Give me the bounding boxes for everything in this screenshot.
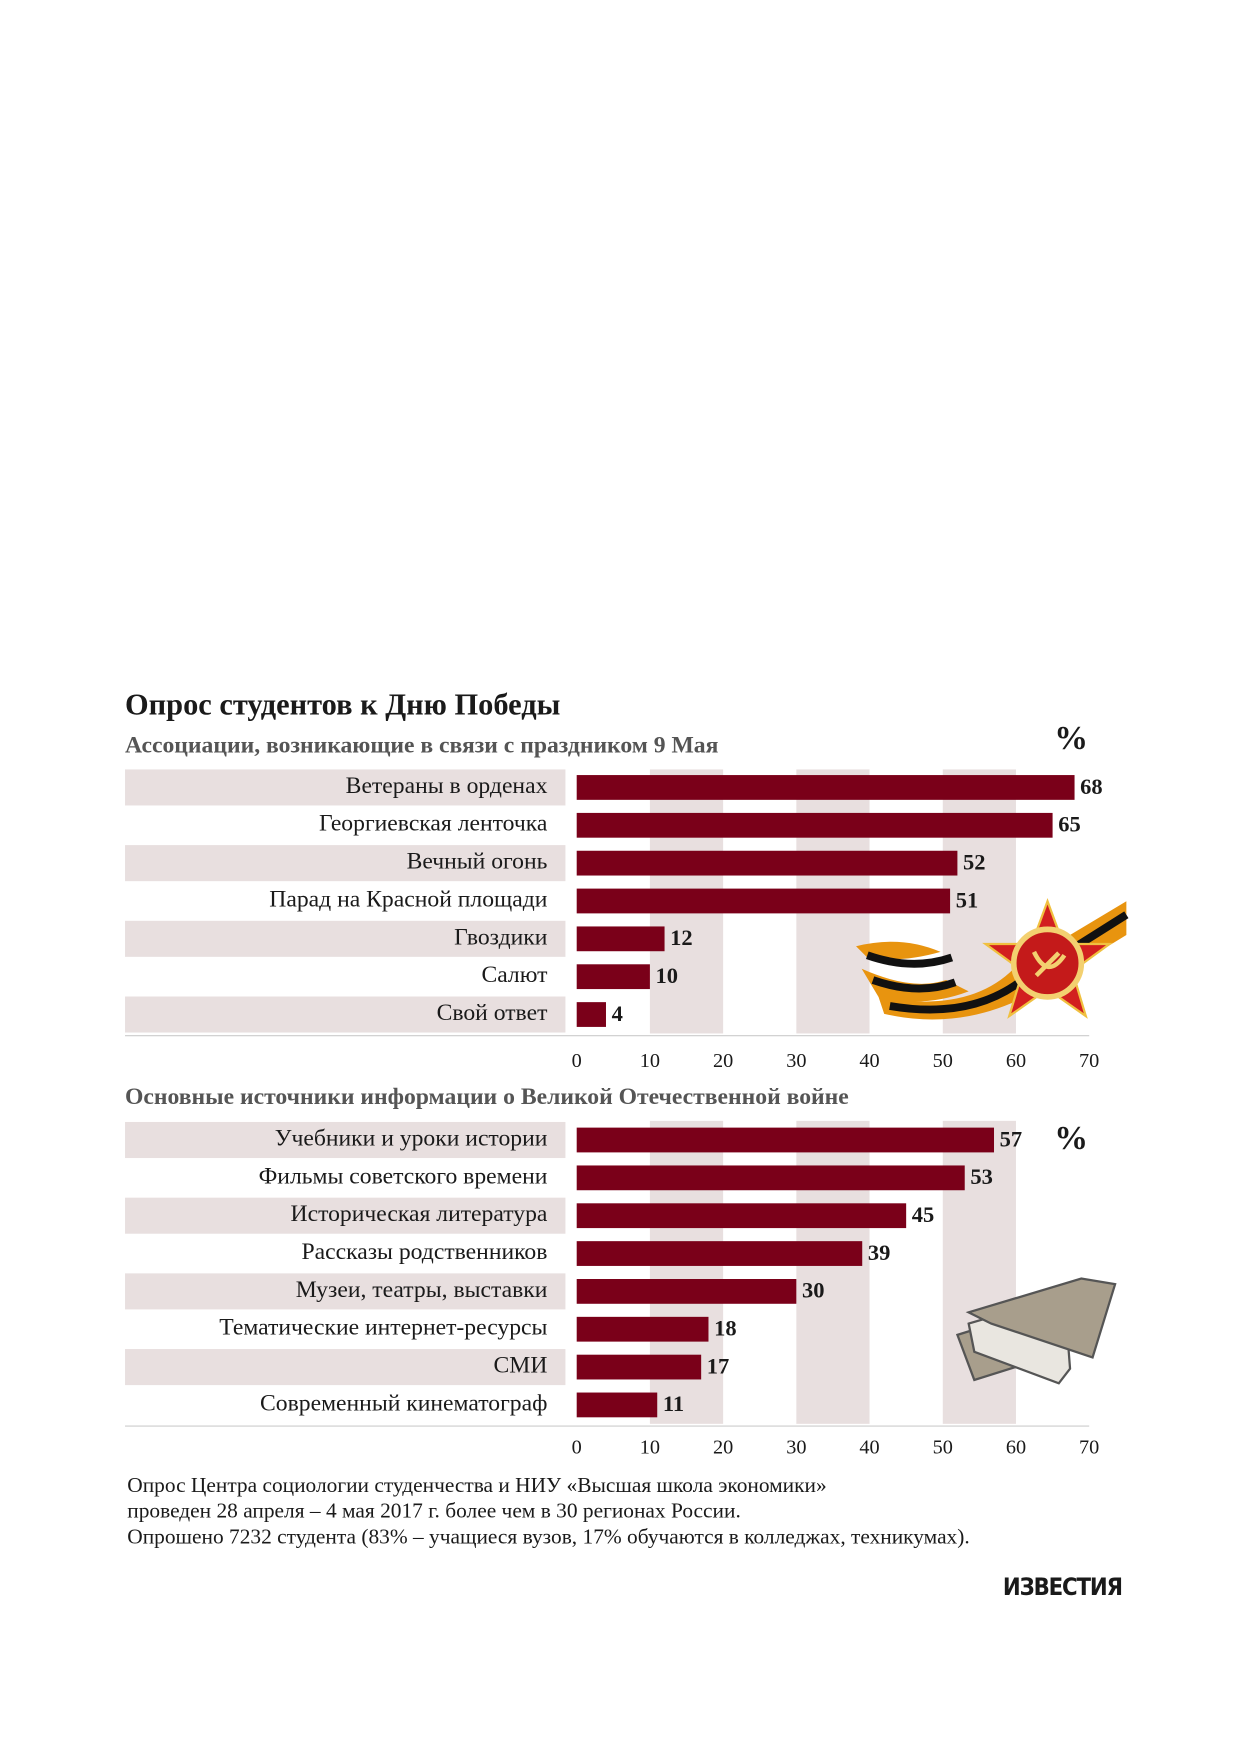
x-tick-label: 50	[933, 1050, 953, 1072]
category-label: Фильмы советского времени	[259, 1163, 548, 1189]
category-label: Гвоздики	[454, 924, 548, 950]
bar	[576, 1241, 863, 1266]
category-label: Ветераны в орденах	[346, 773, 548, 799]
bar	[576, 888, 951, 914]
order-decoration	[856, 897, 1129, 1020]
category-label: СМИ	[494, 1353, 548, 1379]
category-label: Свой ответ	[437, 1000, 548, 1026]
logo: ИЗВЕСТИЯ	[1003, 1573, 1122, 1601]
chart-subtitle: Основные источники информации о Великой …	[125, 1084, 849, 1110]
x-tick-label: 20	[713, 1050, 733, 1072]
x-tick-label: 10	[640, 1050, 660, 1072]
bar	[576, 1002, 606, 1027]
category-label: Салют	[481, 962, 547, 988]
category-label: Парад на Красной площади	[269, 886, 547, 912]
bar	[576, 775, 1075, 800]
unit-label: %	[1054, 1120, 1088, 1157]
unit-label: %	[1054, 720, 1088, 757]
x-tick-label: 30	[786, 1050, 806, 1072]
x-tick-label: 10	[640, 1436, 660, 1458]
value-label: 4	[612, 1001, 623, 1026]
bar	[576, 812, 1053, 838]
row-band	[125, 1273, 566, 1310]
x-tick-label: 40	[859, 1436, 879, 1458]
category-label: Рассказы родственников	[301, 1239, 547, 1265]
category-label: Музеи, театры, выставки	[296, 1277, 548, 1303]
x-tick-label: 0	[572, 1050, 582, 1072]
books-decoration	[955, 1277, 1117, 1385]
row-band	[125, 769, 566, 806]
value-label: 11	[663, 1391, 684, 1416]
row-band	[125, 845, 566, 882]
value-label: 18	[714, 1316, 737, 1341]
value-label: 53	[970, 1164, 993, 1189]
bar	[576, 964, 650, 990]
x-tick-label: 30	[786, 1436, 806, 1458]
category-label: Историческая литература	[291, 1201, 548, 1227]
value-label: 39	[868, 1240, 891, 1265]
value-label: 12	[670, 925, 693, 950]
bar	[576, 1203, 907, 1229]
row-band	[125, 996, 566, 1033]
x-tick-label: 20	[713, 1436, 733, 1458]
row-band	[125, 1349, 566, 1386]
x-tick-label: 40	[859, 1050, 879, 1072]
category-label: Вечный огонь	[407, 849, 548, 875]
x-tick-label: 60	[1006, 1050, 1026, 1072]
bar	[576, 1392, 658, 1418]
value-label: 52	[963, 849, 986, 874]
category-label: Современный кинематограф	[260, 1390, 547, 1416]
footer: Опрос Центра социологии студенчества и Н…	[127, 1473, 969, 1549]
value-label: 65	[1058, 812, 1081, 837]
category-label: Георгиевская ленточка	[319, 811, 548, 837]
value-label: 17	[707, 1353, 730, 1378]
x-tick-label: 0	[572, 1436, 582, 1458]
bar	[576, 926, 665, 952]
category-label: Учебники и уроки истории	[275, 1125, 548, 1151]
x-tick-label: 70	[1079, 1436, 1099, 1458]
chart-subtitle: Ассоциации, возникающие в связи с праздн…	[125, 732, 719, 758]
category-label: Тематические интернет-ресурсы	[219, 1315, 547, 1341]
bar	[576, 1316, 709, 1342]
row-band	[125, 1121, 566, 1159]
row-band	[125, 920, 566, 957]
x-tick-label: 60	[1006, 1436, 1026, 1458]
value-label: 45	[912, 1202, 935, 1227]
bar	[576, 1354, 702, 1380]
footer-line: проведен 28 апреля – 4 мая 2017 г. более…	[127, 1499, 741, 1523]
footer-line: Опрос Центра социологии студенчества и Н…	[127, 1473, 826, 1497]
footer-line: Опрошено 7232 студента (83% – учащиеся в…	[127, 1525, 969, 1549]
value-label: 57	[1000, 1126, 1023, 1151]
x-tick-label: 50	[933, 1436, 953, 1458]
value-label: 51	[956, 887, 979, 912]
value-label: 10	[656, 963, 679, 988]
x-tick-label: 70	[1079, 1050, 1099, 1072]
bar	[576, 1278, 797, 1304]
title: Опрос студентов к Дню Победы	[125, 687, 560, 721]
bar	[576, 850, 958, 876]
bar	[576, 1165, 965, 1191]
bar	[576, 1127, 995, 1153]
value-label: 68	[1080, 774, 1103, 799]
row-band	[125, 1197, 566, 1234]
value-label: 30	[802, 1278, 825, 1303]
